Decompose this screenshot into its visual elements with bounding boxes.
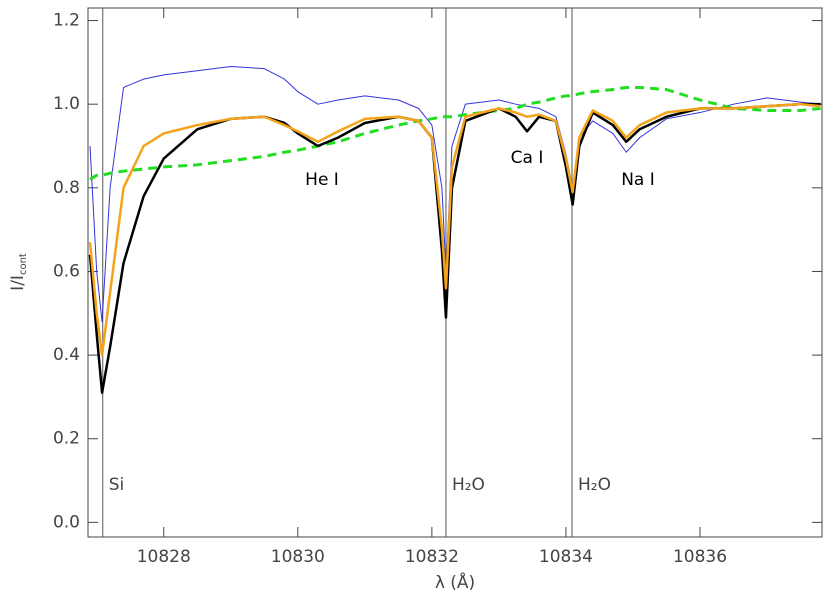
spectrum-line — [88, 102, 821, 357]
y-tick-label: 0.6 — [53, 261, 80, 281]
spectrum-line — [89, 85, 821, 181]
plot-frame — [87, 7, 823, 538]
y-tick-label: 0.2 — [53, 429, 80, 449]
y-axis-label-sub: cont — [18, 253, 29, 275]
reference-label: H₂O — [578, 475, 611, 495]
annotation: Ca I — [511, 148, 544, 168]
y-tick-label: 1.2 — [53, 11, 80, 31]
spectrum-line — [89, 66, 821, 323]
y-axis-label-main: I/I — [8, 275, 28, 291]
y-tick-label: 0.4 — [53, 345, 80, 365]
x-tick-label: 10828 — [137, 547, 191, 567]
x-tick-label: 10832 — [405, 547, 459, 567]
x-tick-label: 10836 — [673, 547, 727, 567]
y-tick-label: 0.0 — [53, 512, 80, 532]
reference-label: Si — [109, 475, 125, 495]
x-tick-label: 10834 — [539, 547, 593, 567]
annotation: Na I — [621, 170, 655, 190]
reference-label: H₂O — [452, 475, 485, 495]
annotation: He I — [305, 170, 339, 190]
x-axis-label: λ (Å) — [435, 571, 475, 593]
y-tick-label: 1.0 — [53, 94, 80, 114]
y-tick-label: 0.8 — [53, 178, 80, 198]
y-axis-label: I/Icont — [8, 253, 29, 291]
x-tick-label: 10830 — [271, 547, 325, 567]
spectrum-line — [88, 102, 821, 394]
